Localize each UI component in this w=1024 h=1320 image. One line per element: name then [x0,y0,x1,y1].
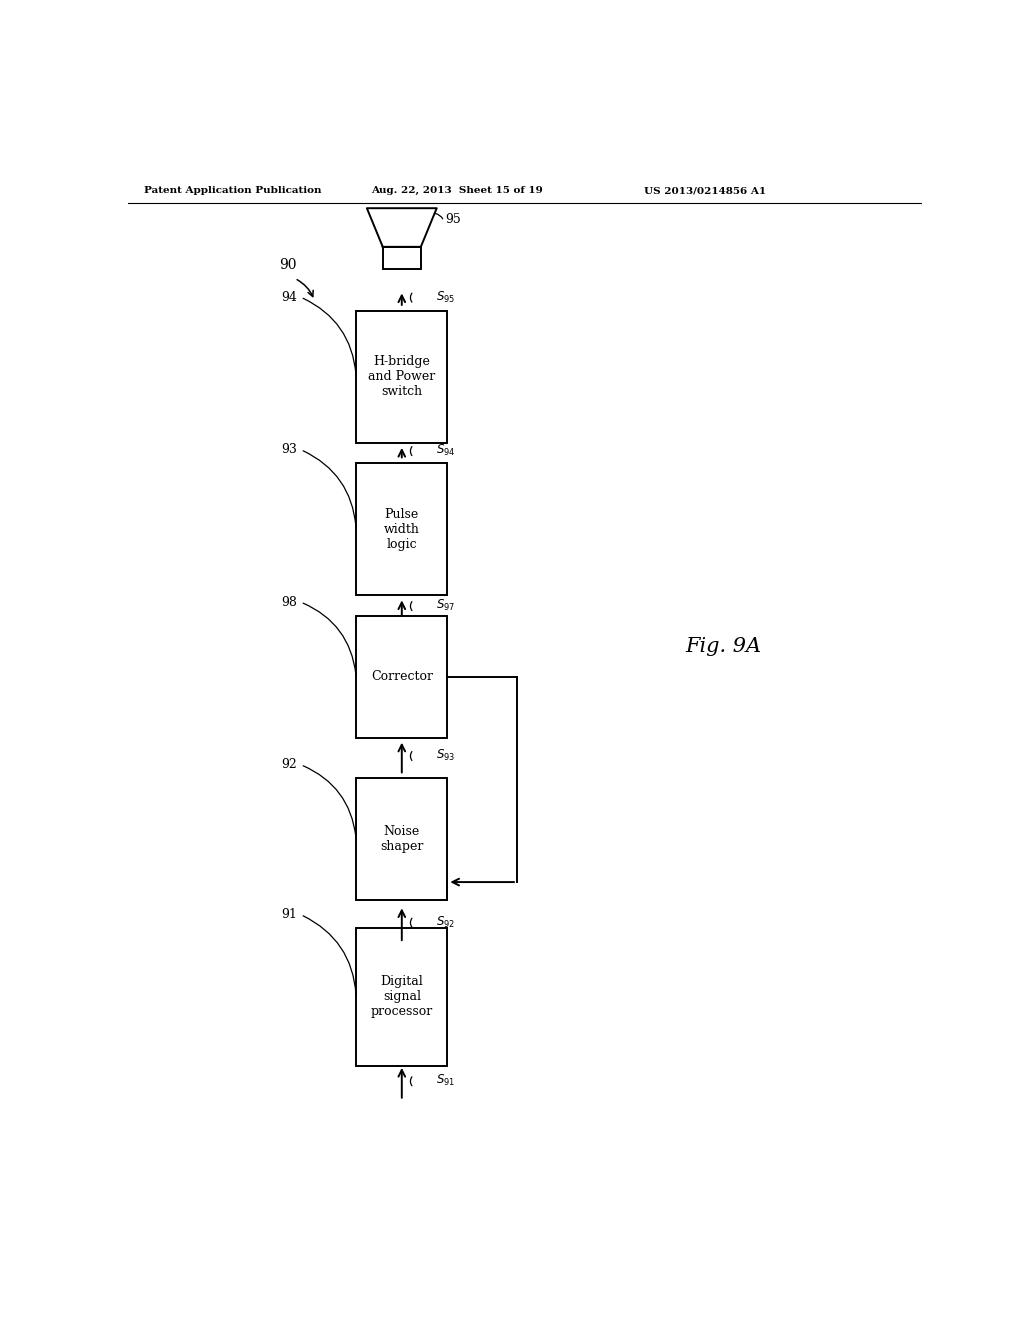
Text: 95: 95 [445,213,461,226]
Text: $S_{93}$: $S_{93}$ [436,748,455,763]
Text: $S_{91}$: $S_{91}$ [436,1073,455,1088]
Bar [383,247,421,269]
Bar [356,463,447,595]
Bar [356,928,447,1065]
Text: 90: 90 [279,259,296,272]
Bar [356,779,447,900]
Text: $S_{92}$: $S_{92}$ [436,915,455,929]
Bar [356,615,447,738]
Text: Patent Application Publication: Patent Application Publication [143,186,322,195]
Text: 93: 93 [281,444,297,457]
Polygon shape [367,209,436,247]
Text: Corrector: Corrector [371,671,433,684]
Text: 91: 91 [281,908,297,921]
Text: H-bridge
and Power
switch: H-bridge and Power switch [369,355,435,399]
Text: $S_{94}$: $S_{94}$ [435,444,456,458]
Text: Digital
signal
processor: Digital signal processor [371,975,433,1019]
Text: US 2013/0214856 A1: US 2013/0214856 A1 [644,186,766,195]
Text: 98: 98 [281,595,297,609]
Bar [356,312,447,444]
Text: 94: 94 [281,290,297,304]
Text: $S_{95}$: $S_{95}$ [436,289,455,305]
Text: 92: 92 [281,758,297,771]
Text: $S_{97}$: $S_{97}$ [436,598,455,614]
Text: Noise
shaper: Noise shaper [380,825,424,854]
Text: Fig. 9A: Fig. 9A [685,636,761,656]
Text: Pulse
width
logic: Pulse width logic [384,508,420,550]
Text: Aug. 22, 2013  Sheet 15 of 19: Aug. 22, 2013 Sheet 15 of 19 [372,186,543,195]
